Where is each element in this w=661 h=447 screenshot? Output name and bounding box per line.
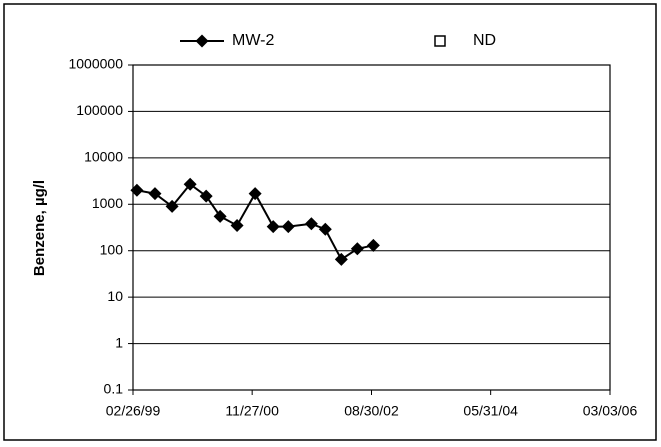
y-tick-label: 1	[115, 334, 123, 350]
y-tick-label: 10	[107, 288, 123, 304]
legend-marker	[195, 34, 209, 48]
x-tick-label: 05/31/04	[463, 403, 518, 419]
data-point	[366, 238, 380, 252]
y-tick-label: 1000000	[68, 56, 123, 72]
data-point	[266, 220, 280, 234]
y-tick-label: 1000	[92, 195, 123, 211]
y-tick-label: 100	[100, 241, 124, 257]
data-point	[213, 209, 227, 223]
data-point	[130, 183, 144, 197]
y-axis-label: Benzene, µg/l	[31, 180, 48, 276]
data-point	[350, 242, 364, 256]
data-point	[165, 199, 179, 213]
data-point	[334, 252, 348, 266]
x-tick-label: 02/26/99	[106, 403, 161, 419]
chart-border	[3, 3, 657, 441]
data-point	[199, 189, 213, 203]
data-point	[183, 177, 197, 191]
y-tick-label: 10000	[84, 149, 123, 165]
data-point	[318, 222, 332, 236]
y-tick-label: 100000	[76, 102, 123, 118]
x-tick-label: 08/30/02	[344, 403, 399, 419]
data-point	[304, 217, 318, 231]
x-tick-label: 11/27/00	[225, 403, 279, 419]
plot-frame	[132, 64, 611, 391]
x-tick-label: 03/03/06	[583, 403, 638, 419]
legend-label: ND	[473, 32, 496, 49]
y-tick-label: 0.1	[104, 381, 124, 397]
data-point	[281, 220, 295, 234]
legend-marker	[434, 35, 446, 47]
data-point	[230, 218, 244, 232]
legend-label: MW-2	[232, 32, 274, 49]
data-point	[248, 187, 262, 201]
data-point	[148, 187, 162, 201]
